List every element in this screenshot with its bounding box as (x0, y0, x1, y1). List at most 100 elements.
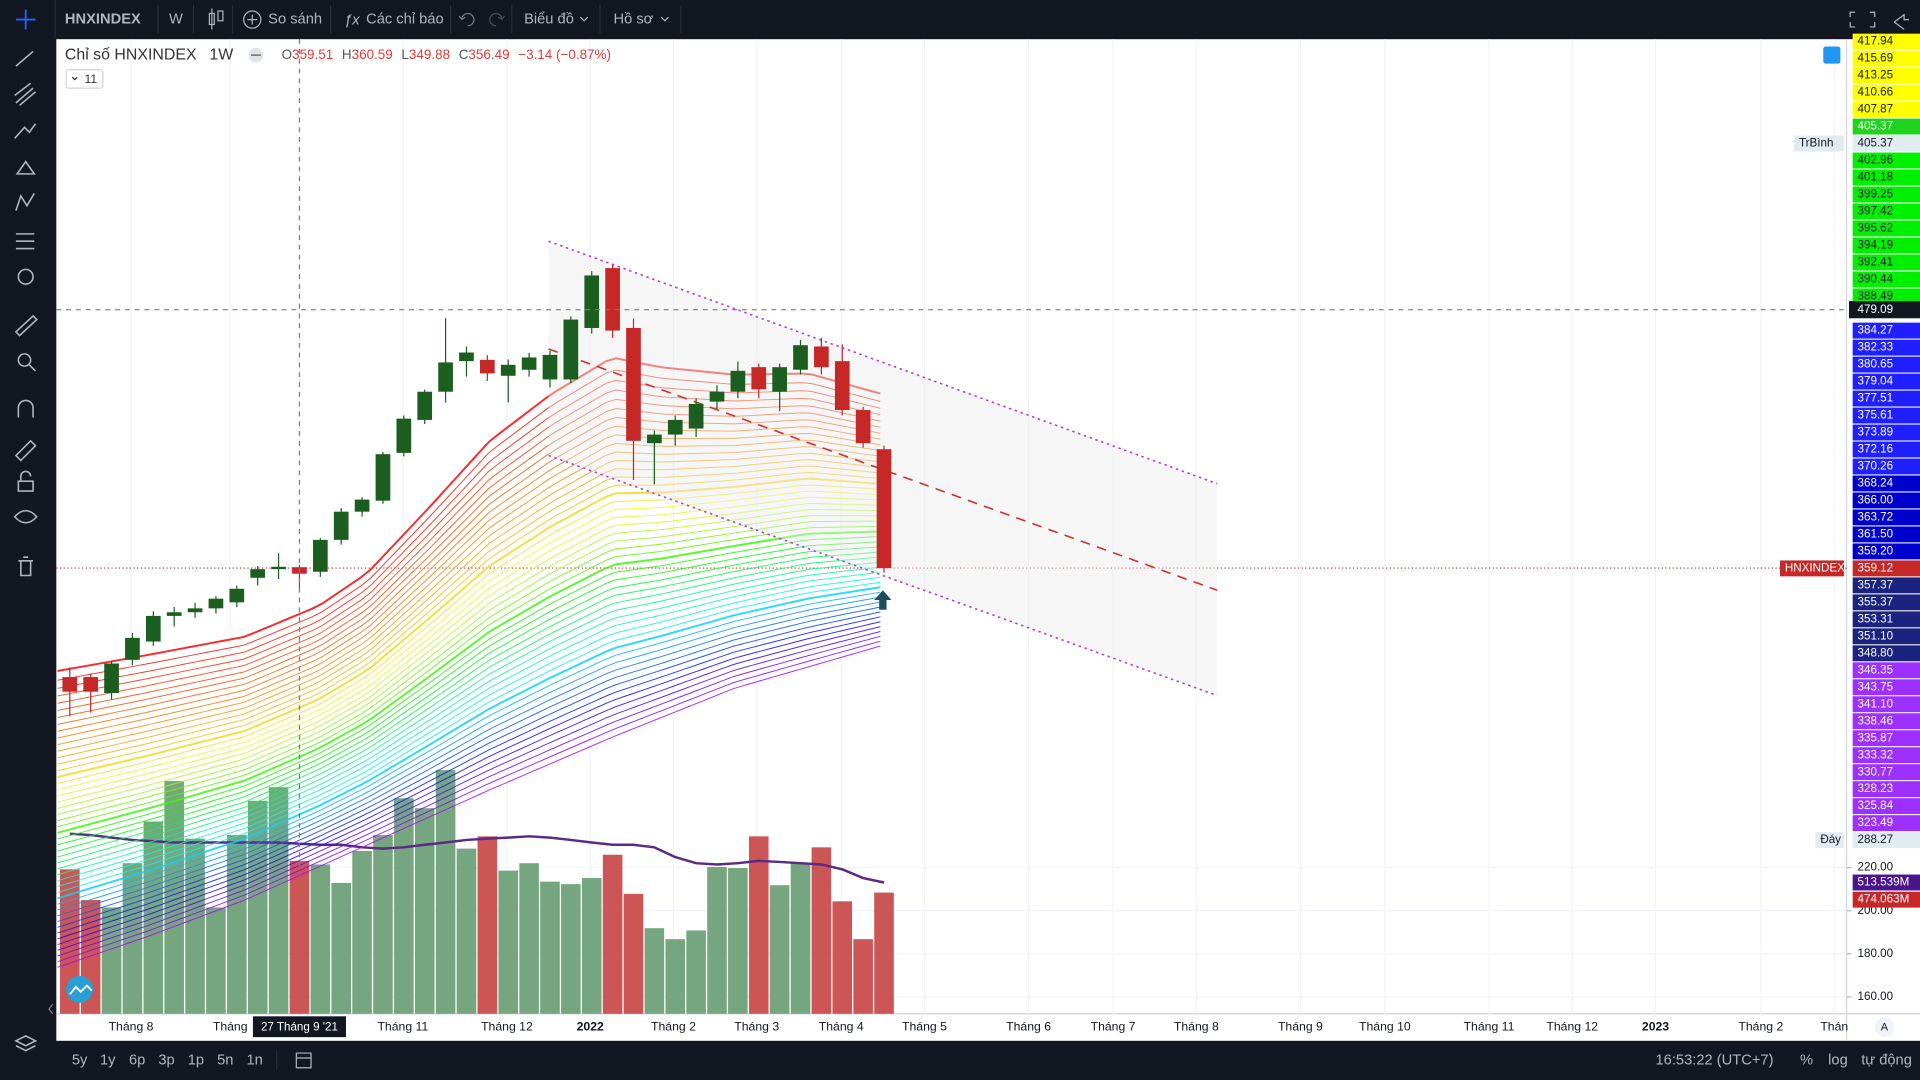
ma-ribbon-line (57, 586, 881, 900)
compare-button[interactable]: So sánh (243, 10, 322, 29)
percent-toggle[interactable]: % (1800, 1052, 1813, 1068)
draw-lock-tool[interactable] (14, 439, 37, 462)
volume-bar (665, 939, 686, 1014)
left-toolbar (13, 50, 38, 1052)
sync-icon[interactable] (1823, 46, 1841, 64)
indicators-button[interactable]: ƒx Các chỉ báo (344, 11, 444, 28)
interval[interactable]: W (169, 11, 183, 27)
volume-bar (164, 781, 184, 1014)
candle-body (104, 663, 119, 693)
ma-ribbon (57, 357, 881, 968)
candle-body (208, 598, 224, 609)
price-label: 348.80 (1858, 646, 1894, 659)
compare-label[interactable]: So sánh (268, 11, 322, 27)
ruler-tool[interactable] (14, 314, 38, 337)
candle-body (333, 511, 349, 540)
range-button[interactable]: 1y (100, 1052, 116, 1068)
price-label-box (1852, 152, 1920, 169)
badge[interactable]: 11 (84, 72, 97, 86)
chevron (579, 16, 589, 22)
log-toggle[interactable]: log (1828, 1052, 1848, 1068)
indicators-label[interactable]: Các chỉ báo (366, 11, 444, 27)
redo[interactable] (489, 12, 505, 27)
range-button[interactable]: 1p (188, 1052, 204, 1068)
volume-bar (373, 835, 393, 1014)
price-label-box (1852, 339, 1920, 356)
price-label: 413.25 (1858, 69, 1894, 82)
candle-body (480, 359, 495, 374)
ma-ribbon-line (57, 515, 881, 816)
price-label-box (1852, 220, 1920, 237)
price-label-box (1852, 798, 1920, 815)
shape-tool[interactable] (15, 160, 36, 175)
candle-body (271, 566, 286, 570)
crosshair-tool-icon[interactable] (15, 9, 36, 30)
price-label-box (1852, 560, 1920, 577)
magnet-tool[interactable] (17, 399, 34, 418)
candle-type-icon[interactable] (208, 8, 224, 30)
price-label: 372.16 (1858, 443, 1894, 456)
ma-ribbon-line (57, 566, 881, 876)
undo[interactable] (458, 12, 475, 27)
range-button[interactable]: 5y (72, 1052, 88, 1068)
pattern-tool[interactable] (15, 193, 35, 211)
time-label: Tháng 11 (1464, 1020, 1515, 1034)
ma-ribbon-line (57, 425, 881, 725)
trendline-tool[interactable] (15, 50, 34, 67)
volume-ma-label: 513.539M (1858, 876, 1910, 889)
auto-scale[interactable] (1874, 1017, 1895, 1038)
ma-ribbon-line (57, 416, 881, 718)
profile-menu[interactable]: Hồ sơ (613, 11, 653, 27)
chart-type-menu[interactable]: Biểu đồ (524, 11, 574, 27)
candle-body (166, 612, 182, 616)
badge-box[interactable] (65, 69, 104, 89)
fib-tool[interactable] (14, 82, 37, 106)
collapse-toggle[interactable] (48, 1003, 54, 1015)
range-button[interactable]: 5n (217, 1052, 233, 1068)
time-label: 2023 (1642, 1020, 1669, 1034)
price-label: 399.25 (1858, 188, 1894, 201)
candle-body (145, 615, 161, 642)
auto-toggle[interactable]: tự động (1861, 1052, 1912, 1068)
forecast-tool[interactable] (15, 233, 35, 250)
crosshair-date: 27 Tháng 9 '21 (261, 1020, 338, 1033)
auto-scale-label[interactable]: A (1881, 1021, 1889, 1033)
price-label: 325.84 (1858, 799, 1894, 812)
volume-bar (874, 892, 894, 1014)
symbol[interactable]: HNXINDEX (65, 11, 141, 27)
ma-ribbon-line (57, 477, 881, 778)
candle-body (542, 354, 558, 380)
fx-icon[interactable]: ƒx (344, 13, 360, 29)
ma-ribbon-line (57, 439, 881, 739)
goto-date[interactable] (295, 1052, 312, 1069)
ma-ribbon-line (57, 379, 881, 689)
fullscreen[interactable] (1849, 11, 1876, 28)
volume-bar (206, 907, 226, 1014)
range-button[interactable]: 3p (158, 1052, 174, 1068)
lock-tool[interactable] (17, 480, 34, 492)
brush-tool[interactable] (14, 123, 37, 139)
time-label: Tháng 5 (902, 1020, 947, 1034)
volume-bar (811, 847, 832, 1014)
time-label: Tháng 10 (1359, 1020, 1411, 1034)
object-tree[interactable] (14, 1035, 38, 1052)
price-label: 366.00 (1858, 494, 1894, 507)
zoom-tool[interactable] (17, 353, 32, 367)
share[interactable] (1893, 13, 1909, 30)
price-tick-label: 180.00 (1858, 947, 1894, 960)
visibility-tool[interactable] (13, 509, 38, 524)
price-label: 288.27 (1858, 833, 1894, 846)
trash-tool[interactable] (18, 556, 34, 577)
legend: Chỉ số HNXINDEX 1W O359.51 H360.59 L349.… (65, 46, 1841, 1003)
ma-ribbon-line (57, 541, 881, 846)
candle-body (855, 410, 871, 444)
channel-mid (548, 348, 1218, 591)
icon-tool[interactable] (17, 268, 34, 285)
candle-body (751, 367, 767, 390)
range-button[interactable]: 6p (129, 1052, 145, 1068)
ma-ribbon-line (57, 561, 881, 870)
ma-ribbon-line (57, 611, 881, 928)
range-button[interactable]: 1n (247, 1052, 263, 1068)
price-label-box (1852, 118, 1920, 135)
